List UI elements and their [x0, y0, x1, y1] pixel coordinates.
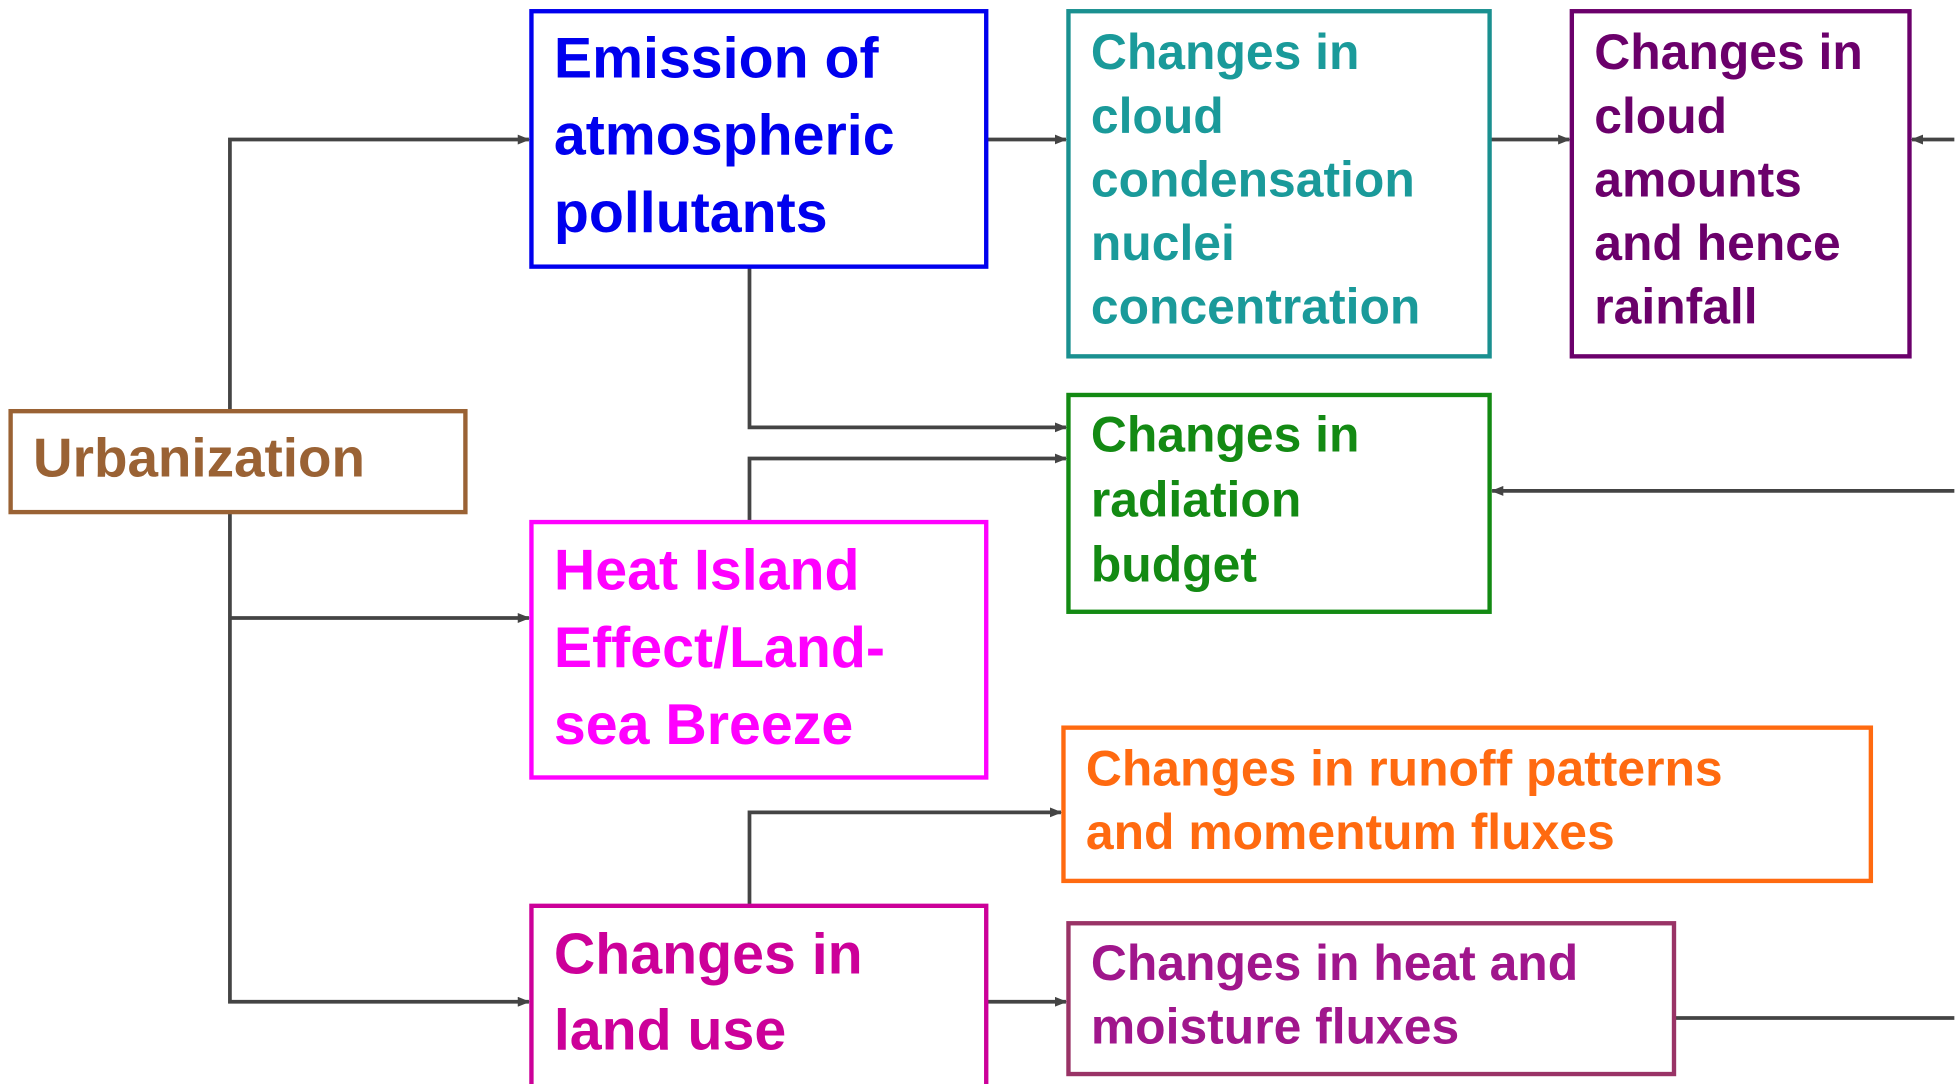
cloud-amounts-node: Changes in cloud amounts and hence rainfall: [1569, 9, 1912, 359]
node-label: Heat Island: [554, 539, 860, 603]
node-box: [529, 903, 989, 1084]
node-label: rainfall: [1594, 278, 1757, 334]
node-label: radiation: [1091, 472, 1301, 528]
land-use-node: Changes in land use: [529, 903, 989, 1084]
heat-island-node: Heat Island Effect/Land-sea Breeze: [529, 519, 989, 780]
connector: [747, 453, 1068, 523]
node-box: [529, 519, 989, 780]
node-label: sea Breeze: [554, 693, 853, 757]
node-box: [1066, 921, 1677, 1077]
node-label: cloud: [1594, 88, 1727, 144]
node-label: budget: [1091, 536, 1257, 592]
node-label: Changes in: [1594, 24, 1863, 80]
node-box: [1061, 725, 1874, 884]
node-label: amounts: [1594, 151, 1802, 207]
node-box: [1066, 9, 1492, 359]
runoff-node: Changes in runoff patterns and momentum f…: [1061, 725, 1874, 884]
node-label: atmospheric: [554, 104, 895, 168]
node-label: Changes in heat and: [1091, 935, 1578, 991]
node-box: [529, 9, 989, 269]
node-label: Emission of: [554, 26, 880, 90]
node-label: and hence: [1594, 215, 1840, 271]
ccn-node: Changes in cloud condensation nuclei concent…: [1066, 9, 1492, 359]
node-label: and momentum fluxes: [1086, 804, 1615, 860]
node-box: [8, 408, 468, 515]
node-label: land use: [554, 998, 786, 1062]
node-box: [1569, 9, 1912, 359]
node-label: Effect/Land-: [554, 616, 885, 680]
nodes: Urbanization Emission of atmospheric pollut…: [8, 9, 1912, 1084]
node-label: nuclei: [1091, 215, 1235, 271]
node-label: moisture fluxes: [1091, 999, 1459, 1055]
node-label: Changes in: [554, 922, 863, 986]
heat-moisture-node: Changes in heat and moisture fluxes: [1066, 921, 1677, 1077]
connector: [228, 134, 531, 412]
radiation-node: Changes in radiation budget: [1066, 392, 1492, 614]
emission-node: Emission of atmospheric pollutants: [529, 9, 989, 269]
connector: [747, 266, 1068, 433]
node-label: Changes in runoff patterns: [1086, 741, 1723, 797]
urbanization-node: Urbanization: [8, 408, 468, 515]
node-label: cloud: [1091, 88, 1224, 144]
node-label: pollutants: [554, 181, 828, 245]
node-label: concentration: [1091, 278, 1420, 334]
node-label: Urbanization: [33, 427, 365, 489]
node-label: Changes in: [1091, 24, 1360, 80]
connector: [228, 512, 531, 1007]
node-box: [1066, 392, 1492, 614]
node-label: condensation: [1091, 151, 1415, 207]
connectors: [228, 134, 1955, 1020]
node-label: Changes in: [1091, 407, 1360, 463]
connector: [747, 807, 1063, 906]
